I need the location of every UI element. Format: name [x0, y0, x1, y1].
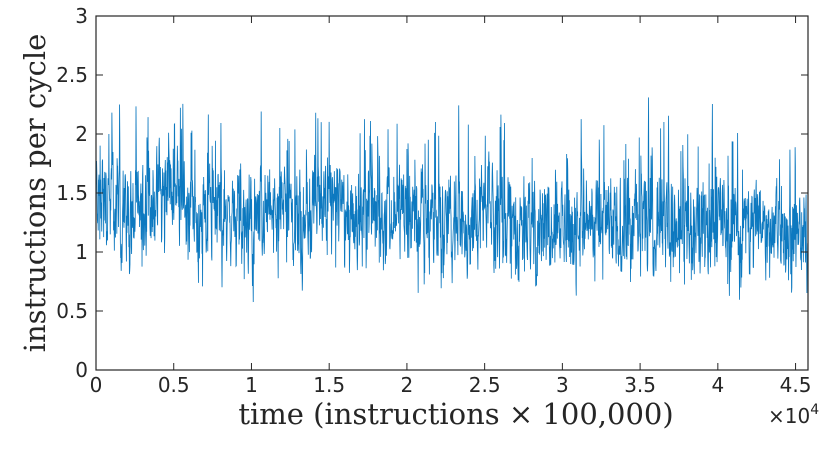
x-axis-label: time (instructions × 100,000): [238, 397, 673, 431]
plot-area: [95, 97, 809, 303]
y-tick-label: 0: [75, 358, 88, 382]
x-tick-label: 4.5: [780, 373, 812, 397]
x-tick-label: 1.5: [313, 373, 345, 397]
series-line: [95, 97, 809, 303]
y-tick-label: 1.5: [56, 181, 88, 205]
x-tick-label: 0: [90, 373, 103, 397]
y-axis-label: instructions per cycle: [18, 34, 52, 353]
x-tick-label: 4: [711, 373, 724, 397]
y-tick-label: 3: [75, 4, 88, 28]
y-axis: 0 0.5 1 1.5 2 2.5 3: [56, 4, 808, 382]
x-multiplier-base: ×10: [768, 404, 810, 428]
y-tick-label: 2.5: [56, 63, 88, 87]
y-tick-label: 0.5: [56, 299, 88, 323]
x-multiplier-exponent: 4: [810, 402, 819, 418]
x-tick-label: 1: [245, 373, 258, 397]
x-tick-label: 2: [401, 373, 414, 397]
x-tick-label: 3: [556, 373, 569, 397]
x-axis: 0 0.5 1 1.5 2 2.5 3 3.5 4 4.5: [90, 16, 812, 397]
x-axis-multiplier: ×104: [768, 402, 819, 428]
x-tick-label: 0.5: [158, 373, 190, 397]
y-tick-label: 1: [75, 240, 88, 264]
y-tick-label: 2: [75, 122, 88, 146]
x-tick-label: 3.5: [624, 373, 656, 397]
x-tick-label: 2.5: [469, 373, 501, 397]
